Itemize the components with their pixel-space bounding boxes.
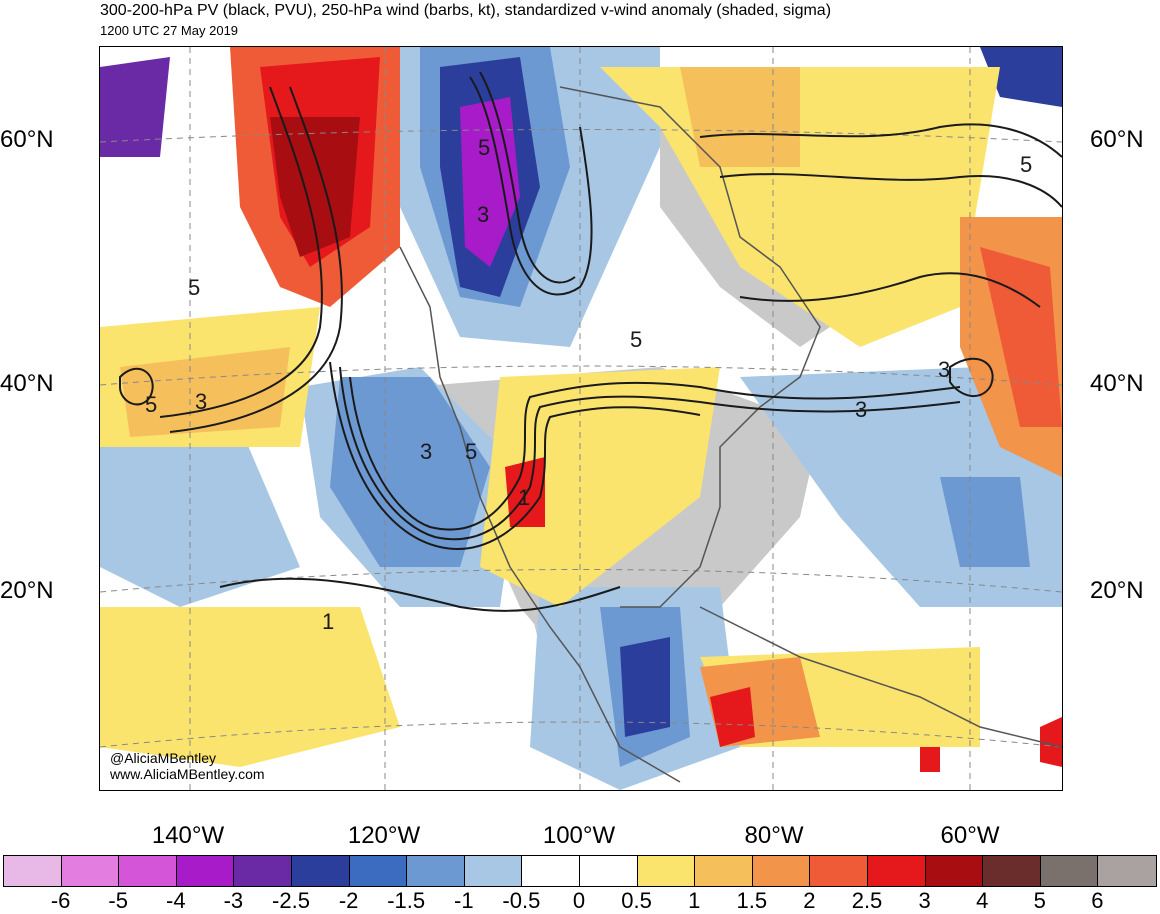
credit-handle: @AliciaMBentley (110, 750, 217, 766)
pv-label: 5 (145, 392, 157, 417)
legend-swatch (234, 856, 292, 886)
blue-mid-pacific (100, 427, 300, 607)
legend-tick-label: -3 (223, 888, 244, 913)
lat-label-left-40: 40°N (0, 370, 54, 397)
pv-label: 3 (938, 357, 950, 382)
legend-tick-label: -0.5 (502, 888, 541, 913)
legend-tick-label: -2.5 (272, 888, 310, 913)
lon-label-60w: 60°W (940, 822, 1000, 849)
legend-swatch (176, 856, 235, 886)
blue-dark-northeast (980, 47, 1062, 107)
lat-label-left-60: 60°N (0, 126, 54, 153)
legend-tick-label: -1 (454, 888, 474, 913)
blue-dark-gulf (620, 637, 670, 737)
pv-label: 3 (477, 202, 489, 227)
legend-swatch (464, 856, 523, 886)
legend-colorbar (3, 855, 1157, 887)
legend-swatch (925, 856, 984, 886)
legend-tick-label: -5 (108, 888, 128, 913)
legend-tick-label: 4 (976, 888, 989, 913)
credit-website: www.AliciaMBentley.com (110, 766, 265, 782)
pv-label: 5 (465, 439, 477, 464)
legend-tick-label: -6 (50, 888, 71, 913)
legend-tick-label: 0 (572, 888, 586, 913)
lon-label-80w: 80°W (744, 822, 804, 849)
legend-swatch (1098, 856, 1156, 886)
lon-label-120w: 120°W (347, 822, 421, 849)
legend-swatch (810, 856, 868, 886)
darkred-core-nw (270, 117, 360, 257)
pv-label: 5 (630, 327, 642, 352)
anomaly-shading (100, 47, 1062, 790)
pv-label: 3 (195, 389, 207, 414)
map-svg: 5 3 5 3 5 3 1 5 5 3 3 1 5 (100, 47, 1062, 790)
map-panel: 5 3 5 3 5 3 1 5 5 3 3 1 5 (99, 46, 1063, 791)
legend-swatch (61, 856, 120, 886)
blue-med-atlantic (940, 477, 1030, 567)
red-atlantic-ne (980, 247, 1062, 427)
legend-swatch (983, 856, 1041, 886)
legend-tick-label: 3 (918, 888, 931, 913)
pv-label: 5 (1020, 152, 1032, 177)
legend-tick-label: 6 (1091, 888, 1104, 913)
legend-swatch (119, 856, 177, 886)
legend-swatch (752, 856, 811, 886)
lat-label-left-20: 20°N (0, 577, 54, 604)
yellow-pacific-sw (100, 607, 400, 767)
legend-swatch (867, 856, 926, 886)
legend-swatch (407, 856, 465, 886)
legend-swatch (579, 856, 638, 886)
pv-label: 5 (478, 135, 490, 160)
legend-swatch (695, 856, 753, 886)
legend-tick-label: -2 (338, 888, 359, 913)
lon-label-140w: 140°W (151, 822, 225, 849)
pv-label: 3 (855, 397, 867, 422)
legend-tick-label: -1.5 (387, 888, 426, 913)
orange-canada-east (680, 67, 800, 167)
legend-tick-label: 2.5 (851, 888, 883, 913)
chart-title: 300-200-hPa PV (black, PVU), 250-hPa win… (100, 2, 832, 19)
legend-swatch (349, 856, 408, 886)
legend-swatch (4, 856, 62, 886)
pv-label: 1 (518, 485, 530, 510)
red-se-corner (1040, 717, 1062, 767)
coastlines (399, 86, 1062, 783)
pv-label: 5 (188, 275, 200, 300)
legend-tick-label: 1 (688, 888, 701, 913)
legend-tick-label: 0.5 (621, 888, 652, 913)
purple-canada (460, 97, 520, 267)
legend-swatch (637, 856, 696, 886)
lat-label-right-20: 20°N (1090, 577, 1144, 604)
pv-contour-labels: 5 3 5 3 5 3 1 5 5 3 3 1 5 (145, 135, 1032, 634)
legend-swatch (522, 856, 580, 886)
pv-contours (119, 71, 1062, 612)
lat-label-right-60: 60°N (1090, 126, 1144, 153)
lon-label-100w: 100°W (542, 822, 616, 849)
legend-tick-label: -4 (166, 888, 186, 913)
lat-label-right-40: 40°N (1090, 370, 1144, 397)
red-southamerica (920, 747, 940, 772)
pv-label: 1 (322, 609, 334, 634)
valid-time: 1200 UTC 27 May 2019 (100, 23, 239, 38)
legend-swatch (1040, 856, 1099, 886)
red-caribbean (710, 687, 755, 747)
legend-swatch (291, 856, 350, 886)
legend-tick-label: 2 (803, 888, 816, 913)
legend-tick-label: 5 (1033, 888, 1046, 913)
yellow-plains (480, 367, 720, 607)
blue-med-west (330, 377, 490, 567)
pv-label: 3 (420, 439, 432, 464)
blue-dark-nw (100, 57, 170, 157)
legend-tick-label: 1.5 (736, 888, 768, 913)
